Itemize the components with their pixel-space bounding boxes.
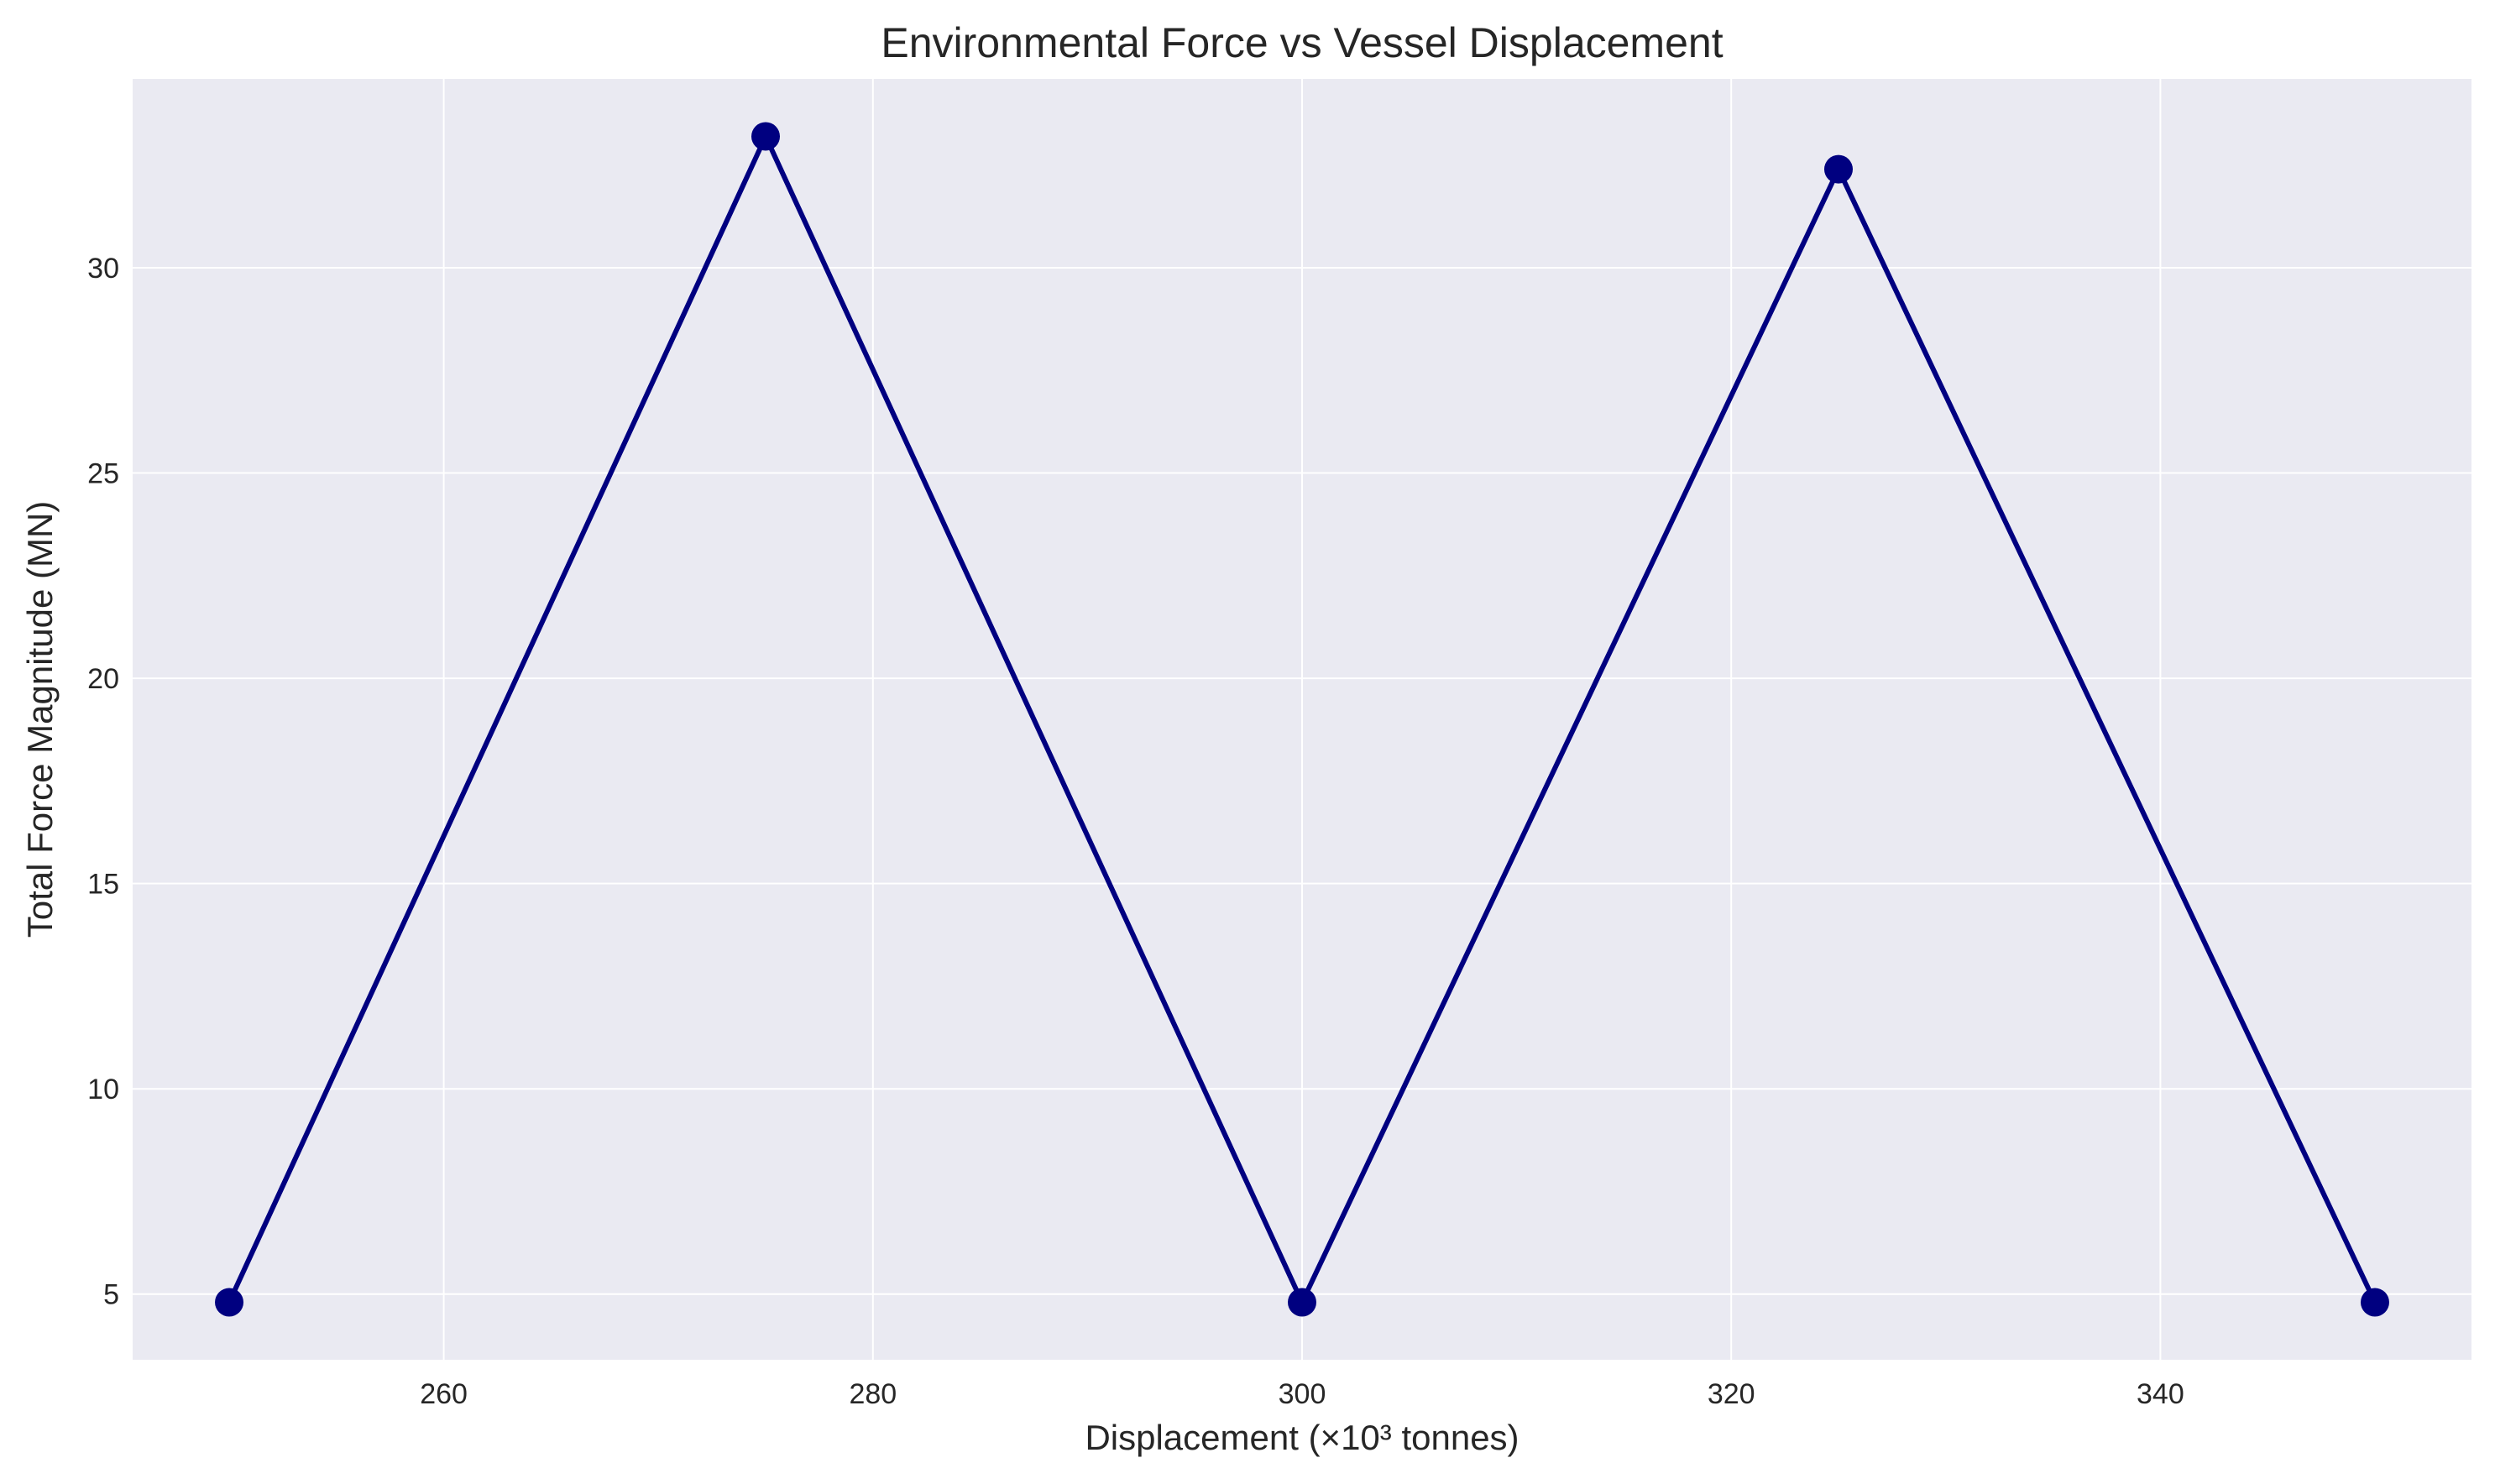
grid <box>133 79 2471 1360</box>
data-point <box>751 122 781 151</box>
y-tick-label: 15 <box>87 869 119 901</box>
x-tick-labels: 260 280 300 320 340 <box>420 1378 2184 1410</box>
y-tick-label: 10 <box>87 1074 119 1105</box>
y-tick-label: 30 <box>87 253 119 285</box>
y-tick-labels: 5 10 15 20 25 30 <box>87 253 119 1311</box>
x-tick-label: 320 <box>1708 1378 1755 1410</box>
data-point <box>2360 1288 2389 1317</box>
x-tick-label: 280 <box>849 1378 897 1410</box>
series-layer <box>215 122 2389 1317</box>
data-point <box>1823 154 1853 184</box>
x-tick-label: 300 <box>1279 1378 1326 1410</box>
data-point <box>1288 1288 1316 1317</box>
data-point <box>215 1288 244 1317</box>
y-tick-label: 5 <box>103 1279 119 1311</box>
y-tick-label: 25 <box>87 458 119 490</box>
x-tick-label: 260 <box>420 1378 468 1410</box>
x-tick-label: 340 <box>2137 1378 2184 1410</box>
y-tick-label: 20 <box>87 663 119 695</box>
y-axis-label: Total Force Magnitude (MN) <box>20 501 60 938</box>
chart-title: Environmental Force vs Vessel Displaceme… <box>881 19 1723 66</box>
x-axis-label: Displacement (×10³ tonnes) <box>1085 1418 1519 1457</box>
